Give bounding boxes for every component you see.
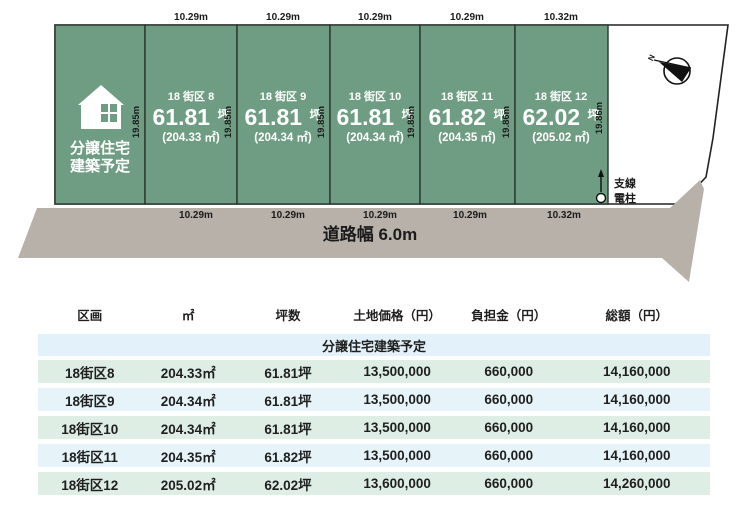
north-compass-icon: N	[646, 53, 692, 85]
table-row: 18街区9 204.34㎡ 61.81坪 13,500,000 660,000 …	[38, 388, 710, 411]
cell-tsubo: 62.02坪	[264, 477, 312, 493]
plot-8-area-tsubo: 61.81 坪	[152, 104, 229, 130]
cell-block: 18街区8	[64, 365, 115, 381]
table-row: 18街区11 204.35㎡ 61.82坪 13,500,000 660,000…	[38, 444, 710, 467]
table-row: 18街区10 204.34㎡ 61.81坪 13,500,000 660,000…	[38, 416, 710, 439]
cell-land-price: 13,600,000	[363, 476, 431, 491]
plot-11-name: 18 街区 11	[441, 89, 493, 103]
table-header-row: 区画 ㎡ 坪数 土地価格（円） 負担金（円） 総額（円）	[38, 302, 710, 326]
table-row: 18街区12 205.02㎡ 62.02坪 13,600,000 660,000…	[38, 472, 710, 495]
cell-sqm: 204.34㎡	[160, 393, 216, 409]
header-total: 総額（円）	[605, 308, 668, 323]
plot-8-name: 18 街区 8	[168, 89, 214, 103]
utility-pole-icon	[595, 169, 607, 204]
cell-block: 18街区12	[61, 477, 119, 493]
cell-total: 14,160,000	[602, 364, 671, 379]
cell-burden: 660,000	[484, 364, 534, 379]
cell-total: 14,260,000	[602, 476, 671, 491]
plot-10-name: 18 街区 10	[349, 89, 402, 103]
cell-tsubo: 61.81坪	[264, 421, 312, 437]
cell-block: 18街区11	[61, 449, 118, 465]
table-band-row: 分譲住宅建築予定	[38, 334, 710, 356]
header-block: 区画	[77, 308, 103, 323]
plot-9-width-bottom: 10.29m	[271, 210, 305, 221]
house-icon	[78, 85, 124, 129]
plot-10-area-sqm: (204.34 ㎡)	[346, 130, 404, 144]
plot-10	[329, 24, 421, 205]
plot-11-area-tsubo: 61.82 坪	[428, 104, 505, 130]
road-width-label: 道路幅 6.0m	[323, 224, 417, 244]
house-plot-label-line2: 建築予定	[70, 157, 130, 175]
plot-10-area-tsubo: 61.81 坪	[336, 104, 413, 130]
road-shape	[18, 180, 704, 282]
cell-tsubo: 61.81坪	[264, 365, 312, 381]
plot-12-depth: 19.86m	[594, 102, 605, 134]
table-row: 18街区8 204.33㎡ 61.81坪 13,500,000 660,000 …	[38, 360, 710, 383]
plot-8-depth: 19.85m	[223, 106, 234, 138]
plot-9-name: 18 街区 9	[260, 89, 306, 103]
plot-12-area-tsubo: 62.02 坪	[522, 104, 599, 130]
cell-burden: 660,000	[484, 476, 534, 491]
cell-land-price: 13,500,000	[363, 392, 431, 407]
cell-burden: 660,000	[484, 392, 534, 407]
plot-8	[144, 24, 238, 205]
plot-12-width-bottom: 10.32m	[547, 210, 581, 221]
cell-block: 18街区10	[61, 421, 119, 437]
cell-land-price: 13,500,000	[363, 448, 431, 463]
cell-total: 14,160,000	[602, 448, 671, 463]
cell-total: 14,160,000	[602, 392, 671, 407]
plot-10-depth: 19.85m	[406, 106, 417, 138]
plot-10-width-top: 10.29m	[358, 12, 392, 23]
cell-total: 14,160,000	[602, 420, 671, 435]
cell-burden: 660,000	[484, 420, 534, 435]
cell-sqm: 204.35㎡	[160, 449, 216, 465]
plot-11-width-top: 10.29m	[450, 12, 484, 23]
header-sqm: ㎡	[181, 308, 195, 323]
plot-9-width-top: 10.29m	[266, 12, 300, 23]
plot-9-depth: 19.85m	[316, 106, 327, 138]
plot-8-width-bottom: 10.29m	[179, 210, 213, 221]
plot-12-name: 18 街区 12	[535, 89, 588, 103]
header-burden: 負担金（円）	[471, 308, 547, 323]
cell-sqm: 204.33㎡	[160, 365, 216, 381]
plot-10-width-bottom: 10.29m	[363, 210, 397, 221]
cell-burden: 660,000	[484, 448, 534, 463]
plot-12-width-top: 10.32m	[544, 12, 578, 23]
cell-sqm: 205.02㎡	[160, 477, 216, 493]
cell-land-price: 13,500,000	[363, 364, 431, 379]
pole-label-line2: 電柱	[614, 191, 636, 205]
cell-tsubo: 61.82坪	[264, 449, 312, 465]
plot-9-area-tsubo: 61.81 坪	[244, 104, 321, 130]
plot-11-area-sqm: (204.35 ㎡)	[438, 130, 496, 144]
house-plot-label-line1: 分譲住宅	[70, 139, 130, 157]
plot-11-depth: 19.86m	[501, 106, 512, 138]
cell-tsubo: 61.81坪	[264, 393, 312, 409]
plot-8-area-sqm: (204.33 ㎡)	[162, 130, 220, 144]
plot-9	[236, 24, 331, 205]
plot-12-area-sqm: (205.02 ㎡)	[532, 130, 590, 144]
pole-label-line1: 支線	[613, 176, 636, 190]
plot-12	[514, 24, 609, 205]
plot-11-width-bottom: 10.29m	[453, 210, 487, 221]
house-plot-depth: 19.85m	[131, 106, 142, 138]
site-plan-diagram: 道路幅 6.0m 分譲住宅 建築予定 18 街区 8 61.81 坪 (204.…	[18, 12, 729, 282]
price-table: 区画 ㎡ 坪数 土地価格（円） 負担金（円） 総額（円） 分譲住宅建築予定 18…	[38, 302, 710, 500]
cell-block: 18街区9	[64, 393, 115, 409]
cell-sqm: 204.34㎡	[160, 421, 216, 437]
north-label: N	[646, 53, 657, 62]
plot-9-area-sqm: (204.34 ㎡)	[254, 130, 312, 144]
header-tsubo: 坪数	[275, 308, 301, 323]
cell-land-price: 13,500,000	[363, 420, 431, 435]
plot-8-width-top: 10.29m	[174, 12, 208, 23]
header-land-price: 土地価格（円）	[353, 308, 441, 323]
